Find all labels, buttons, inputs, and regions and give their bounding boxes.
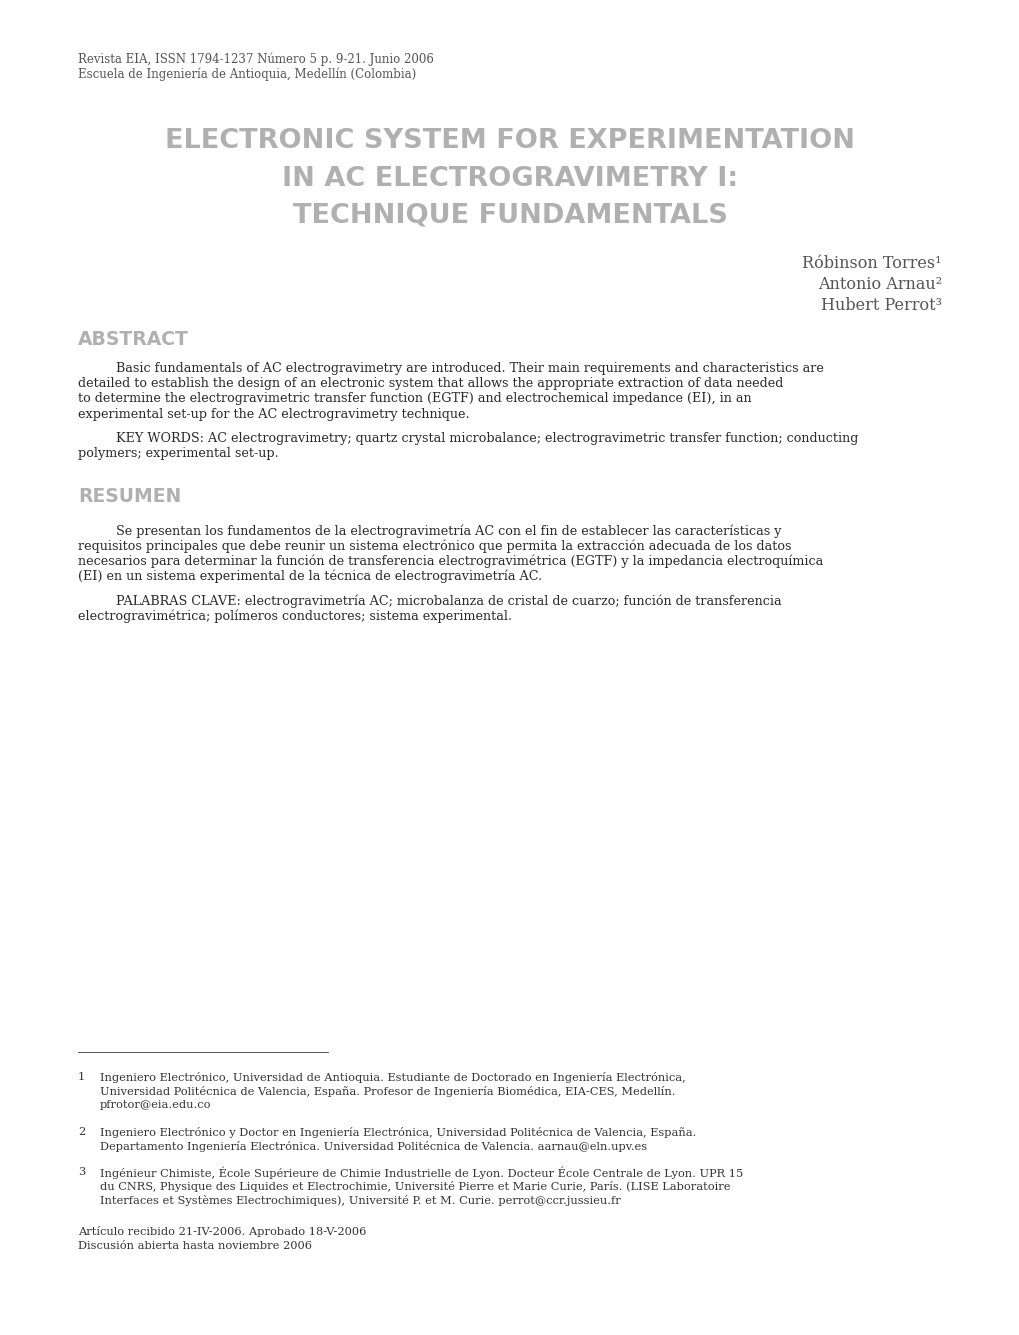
Text: Discusión abierta hasta noviembre 2006: Discusión abierta hasta noviembre 2006 [77,1240,312,1251]
Text: ABSTRACT: ABSTRACT [77,330,189,348]
Text: IN AC ELECTROGRAVIMETRY I:: IN AC ELECTROGRAVIMETRY I: [281,166,738,191]
Text: Universidad Politécnica de Valencia, España. Profesor de Ingeniería Biomédica, E: Universidad Politécnica de Valencia, Esp… [100,1087,675,1097]
Text: 3: 3 [77,1167,86,1177]
Text: Basic fundamentals of AC electrogravimetry are introduced. Their main requiremen: Basic fundamentals of AC electrogravimet… [116,362,823,375]
Text: experimental set-up for the AC electrogravimetry technique.: experimental set-up for the AC electrogr… [77,407,469,421]
Text: 1: 1 [77,1072,86,1081]
Text: Departamento Ingeniería Electrónica. Universidad Politécnica de Valencia. aarnau: Departamento Ingeniería Electrónica. Uni… [100,1141,646,1152]
Text: RESUMEN: RESUMEN [77,487,181,506]
Text: Artículo recibido 21-IV-2006. Aprobado 18-V-2006: Artículo recibido 21-IV-2006. Aprobado 1… [77,1226,366,1236]
Text: polymers; experimental set-up.: polymers; experimental set-up. [77,447,278,461]
Text: Ingénieur Chimiste, École Supérieure de Chimie Industrielle de Lyon. Docteur Éco: Ingénieur Chimiste, École Supérieure de … [100,1167,743,1180]
Text: Antonio Arnau²: Antonio Arnau² [817,276,942,292]
Text: 2: 2 [77,1127,86,1136]
Text: Ingeniero Electrónico, Universidad de Antioquia. Estudiante de Doctorado en Inge: Ingeniero Electrónico, Universidad de An… [100,1072,685,1083]
Text: pfrotor@eia.edu.co: pfrotor@eia.edu.co [100,1100,211,1111]
Text: Interfaces et Systèmes Electrochimiques), Université P. et M. Curie. perrot@ccr.: Interfaces et Systèmes Electrochimiques)… [100,1195,621,1207]
Text: detailed to establish the design of an electronic system that allows the appropr: detailed to establish the design of an e… [77,378,783,390]
Text: Se presentan los fundamentos de la electrogravimetría AC con el fin de establece: Se presentan los fundamentos de la elect… [116,525,781,538]
Text: Róbinson Torres¹: Róbinson Torres¹ [802,255,942,272]
Text: electrogravimétrica; polímeros conductores; sistema experimental.: electrogravimétrica; polímeros conductor… [77,609,512,622]
Text: to determine the electrogravimetric transfer function (EGTF) and electrochemical: to determine the electrogravimetric tran… [77,392,751,406]
Text: KEY WORDS: AC electrogravimetry; quartz crystal microbalance; electrogravimetric: KEY WORDS: AC electrogravimetry; quartz … [116,431,858,445]
Text: Hubert Perrot³: Hubert Perrot³ [820,296,942,314]
Text: ELECTRONIC SYSTEM FOR EXPERIMENTATION: ELECTRONIC SYSTEM FOR EXPERIMENTATION [165,128,854,154]
Text: Revista EIA, ISSN 1794-1237 Número 5 p. 9-21. Junio 2006: Revista EIA, ISSN 1794-1237 Número 5 p. … [77,52,433,65]
Text: necesarios para determinar la función de transferencia electrogravimétrica (EGTF: necesarios para determinar la función de… [77,554,822,569]
Text: Escuela de Ingeniería de Antioquia, Medellín (Colombia): Escuela de Ingeniería de Antioquia, Mede… [77,68,416,81]
Text: requisitos principales que debe reunir un sistema electrónico que permita la ext: requisitos principales que debe reunir u… [77,539,791,553]
Text: Ingeniero Electrónico y Doctor en Ingeniería Electrónica, Universidad Politécnic: Ingeniero Electrónico y Doctor en Ingeni… [100,1127,696,1137]
Text: du CNRS, Physique des Liquides et Electrochimie, Université Pierre et Marie Curi: du CNRS, Physique des Liquides et Electr… [100,1181,730,1192]
Text: TECHNIQUE FUNDAMENTALS: TECHNIQUE FUNDAMENTALS [292,203,727,230]
Text: (EI) en un sistema experimental de la técnica de electrogravimetría AC.: (EI) en un sistema experimental de la té… [77,570,541,583]
Text: PALABRAS CLAVE: electrogravimetría AC; microbalanza de cristal de cuarzo; funció: PALABRAS CLAVE: electrogravimetría AC; m… [116,594,781,607]
